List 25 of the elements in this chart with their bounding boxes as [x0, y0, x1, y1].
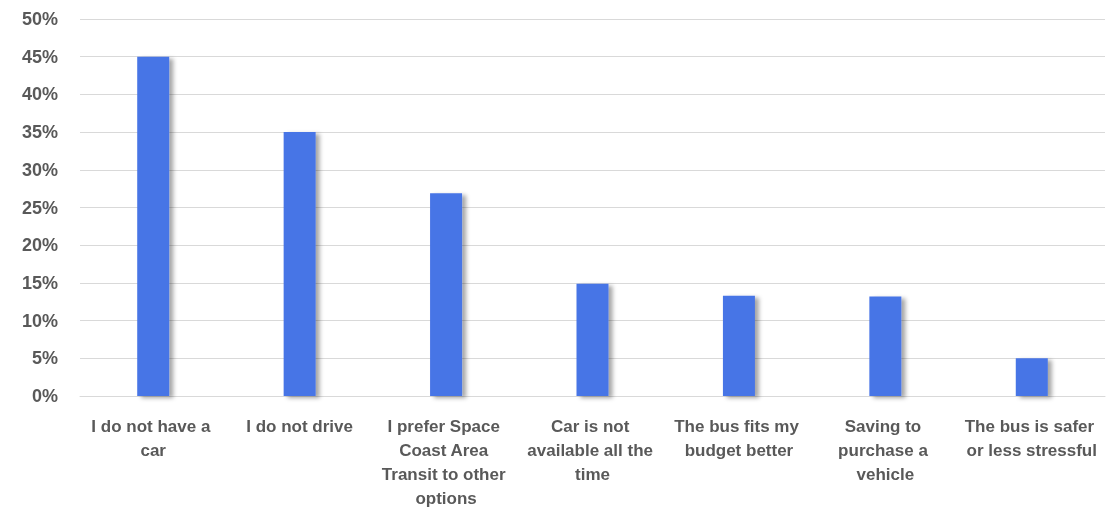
y-tick-label: 5% [31, 348, 58, 369]
bar [137, 56, 170, 396]
bar [1015, 358, 1048, 396]
y-tick-label: 25% [21, 197, 58, 218]
bar [576, 283, 609, 396]
bar [430, 193, 463, 396]
x-tick-label: I prefer Space Coast Area Transit to other options [381, 416, 511, 508]
x-tick-label: The bus fits my budget better [674, 416, 804, 460]
y-tick-label: 10% [21, 310, 58, 331]
y-tick-label: 35% [21, 122, 58, 143]
y-tick-label: 20% [21, 235, 58, 256]
y-tick-label: 40% [21, 84, 58, 105]
x-tick-label: Car is not available all the time [527, 416, 658, 484]
bar [722, 295, 755, 396]
x-tick-label: Saving to purchase a vehicle [838, 416, 933, 484]
x-tick-label: I do not drive [246, 416, 354, 436]
bar [283, 132, 316, 396]
y-tick-label: 30% [21, 159, 58, 180]
x-tick-label: I do not have a car [91, 416, 216, 460]
y-tick-label: 45% [21, 46, 58, 67]
y-tick-label: 15% [21, 272, 58, 293]
y-tick-label: 0% [31, 386, 58, 406]
x-tick-label: The bus is safer or less stressful [964, 416, 1099, 460]
y-tick-label: 50% [21, 9, 58, 29]
bar [869, 296, 902, 396]
